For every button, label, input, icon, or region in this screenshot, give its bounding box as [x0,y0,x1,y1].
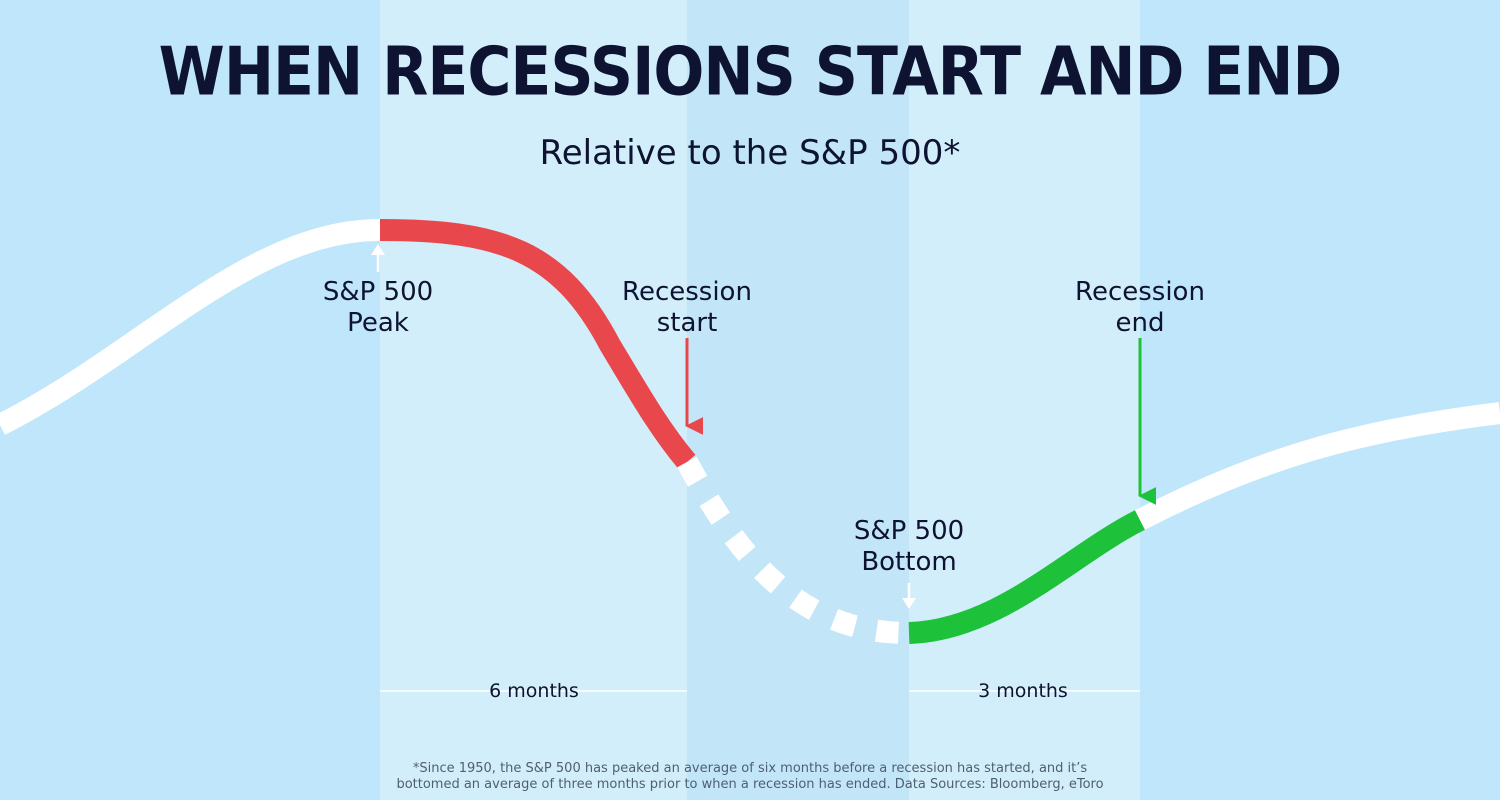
bottom-pointer-head [902,598,916,609]
recession-end-label-line1: Recession [1075,277,1205,307]
period-band-start-to-bottom [687,0,909,800]
six-months-label: 6 months [489,680,579,702]
curve-peak-to-recession-start [379,219,696,470]
page-subtitle: Relative to the S&P 500* [539,133,961,173]
recession-end-label-line2: end [1115,308,1165,338]
page-title: WHEN RECESSIONS START AND END [158,32,1343,112]
curve-start-to-bottom-dashed [677,456,910,644]
footnote-line1: *Since 1950, the S&P 500 has peaked an a… [412,761,1088,776]
footnote-line2: bottomed an average of three months prio… [396,777,1104,792]
bottom-label-line2: Bottom [861,547,957,577]
recession-end-label: Recession end [1050,277,1230,339]
bottom-label: S&P 500 Bottom [829,516,989,578]
footnote: *Since 1950, the S&P 500 has peaked an a… [300,761,1200,793]
curve-bottom-to-recession-end [908,510,1145,644]
curve-after-recession-end [1134,402,1500,530]
peak-label: S&P 500 Peak [298,277,458,339]
recession-start-label-line2: start [656,308,718,338]
peak-label-line1: S&P 500 [322,277,434,307]
recession-start-label-line1: Recession [622,277,752,307]
three-months-label: 3 months [978,680,1068,702]
curve-rise-to-peak [0,219,381,435]
peak-label-line2: Peak [347,308,409,338]
recession-start-label: Recession start [597,277,777,339]
peak-pointer-head [371,244,385,255]
period-band-bottom-to-end [909,0,1140,800]
bottom-label-line1: S&P 500 [853,516,965,546]
